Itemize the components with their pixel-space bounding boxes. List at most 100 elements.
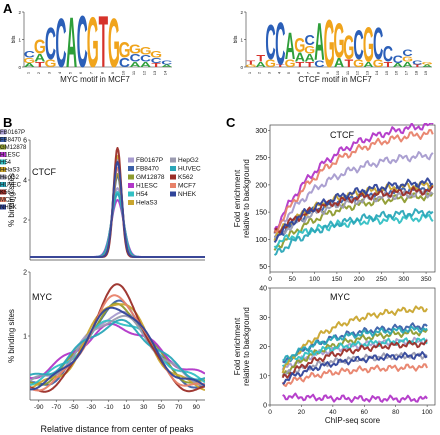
y-tick-label: 2 [23,218,27,225]
y-tick-label: 0 [263,403,267,410]
logo-position-label: 8 [99,71,104,74]
logo-letter-t: T [256,53,265,64]
legend-entry-k562: K562 [0,190,15,196]
logo-position-label: 10 [120,70,125,75]
logo-position-label: 19 [423,70,428,75]
logo-letter-t: T [276,64,286,68]
logo-letter-c: C [24,49,35,60]
logo-letter-g: G [150,49,162,60]
logo-position-label: 4 [57,71,62,74]
y-tick-label: 300 [255,128,267,135]
logo-letter-t: T [99,2,108,84]
logo-position-label: 5 [286,71,291,74]
y-tick-label: 100 [255,237,267,244]
series-group [281,305,429,404]
legend-entry-hepg2: HepG2 [0,175,20,181]
series-group [30,283,205,393]
logo-letter-a: A [422,64,433,68]
y-tick-label: 200 [255,182,267,189]
logo-position-label: 12 [355,70,360,75]
x-tick-label: -50 [69,404,79,411]
legend-entry-helas3: HelaS3 [0,168,20,174]
y-tick-label: 20 [259,344,267,351]
logo-letter-g: G [353,56,364,69]
logo-letter-g: G [34,34,46,58]
logo-letter-g: G [402,56,413,64]
logo-letter-c: C [393,52,403,65]
legend-entry-h54: H54 [136,191,148,198]
logo-y-tick-label: 2 [18,10,21,15]
logo-letter-a: A [256,61,266,69]
logo-letter-a: A [402,61,412,69]
y-axis-label: % binding sites [7,173,16,227]
legend-swatch-gm12878 [128,174,134,180]
chart-title: MYC [330,292,351,302]
series-line-h1esc [282,392,428,404]
logo-y-tick-label: 0 [240,65,243,70]
legend-swatch-nhek [0,204,6,210]
legend-entry-nhek: NHEK [0,205,17,211]
series-line-helas3 [30,303,205,391]
logo-letter-t: T [384,61,393,69]
x-tick-label: 150 [331,276,342,283]
panel-b-xlabel: Relative distance from center of peaks [40,424,194,434]
logo-letter-a: A [314,14,324,73]
series-line-huvec [30,318,205,381]
series-line-huvec [30,193,205,258]
binding-sites-myc-chart: 1 2 -90 -70 -50 -30 -10 10 30 50 70 90 MYC % binding … [7,270,205,411]
legend-entry-mcf7: MCF7 [0,198,17,204]
series-line-k562 [281,339,428,379]
logo-letter-g: G [373,56,384,69]
logo-position-label: 3 [46,71,51,74]
logo-letter-c: C [373,20,383,70]
y-tick-label: 2 [23,270,27,277]
logo-letter-c: C [275,11,285,78]
series-line-h1esc [30,199,205,258]
logo-letter-g: G [23,56,35,65]
logo-position-label: 15 [384,70,389,75]
myc-motif-caption: MYC motif in MCF7 [60,75,130,84]
legend-swatch-helas3 [0,167,6,172]
series-line-gm12878 [281,328,428,377]
y-axis-label: relative to background [242,307,251,386]
logo-letter-c: C [383,42,394,67]
x-tick-label: 0 [268,276,272,283]
series-line-nhek [273,177,434,244]
legend-entry-huvec: HUVEC [0,183,22,189]
y-tick-label: 40 [259,286,267,293]
logo-position-label: 18 [413,70,418,75]
x-tick-label: 250 [376,276,387,283]
logo-letter-g: G [44,57,56,70]
x-tick-label: 50 [289,276,297,283]
legend-entry-k562: K562 [178,174,194,181]
series-line-mcf7 [30,294,205,392]
legend-entry-fb0167p: FB0167P [136,157,163,164]
series-line-mcf7 [30,167,205,258]
series-line-h54 [30,319,205,386]
legend-swatch-k562 [0,189,6,195]
legend-swatch-fb0167p [128,157,134,163]
logo-y-tick-label: 2 [240,10,243,15]
y-axis-label: Fold enrichment [233,317,242,375]
chart-title: CTCF [32,167,56,177]
panel-label-c: C [226,115,236,130]
logo-position-label: 11 [131,70,136,75]
logo-letter-a: A [393,62,404,68]
logo-letter-a: A [334,55,344,69]
legend-entry-gm12878: GM12878 [0,145,27,151]
logo-letter-g: G [140,45,152,58]
logo-position-label: 7 [89,71,94,74]
logo-y-tick-label: 0 [18,65,21,70]
chart-title: CTCF [330,130,354,140]
logo-letter-t: T [305,61,314,69]
ctcf-motif-caption: CTCF motif in MCF7 [298,75,372,84]
logo-letter-c: C [77,2,88,84]
logo-letter-a: A [304,51,314,64]
logo-letter-g: G [284,56,295,69]
logo-letter-t: T [35,60,45,69]
logo-position-label: 14 [163,70,168,75]
y-axis-label: Fold enrichment [233,169,242,227]
